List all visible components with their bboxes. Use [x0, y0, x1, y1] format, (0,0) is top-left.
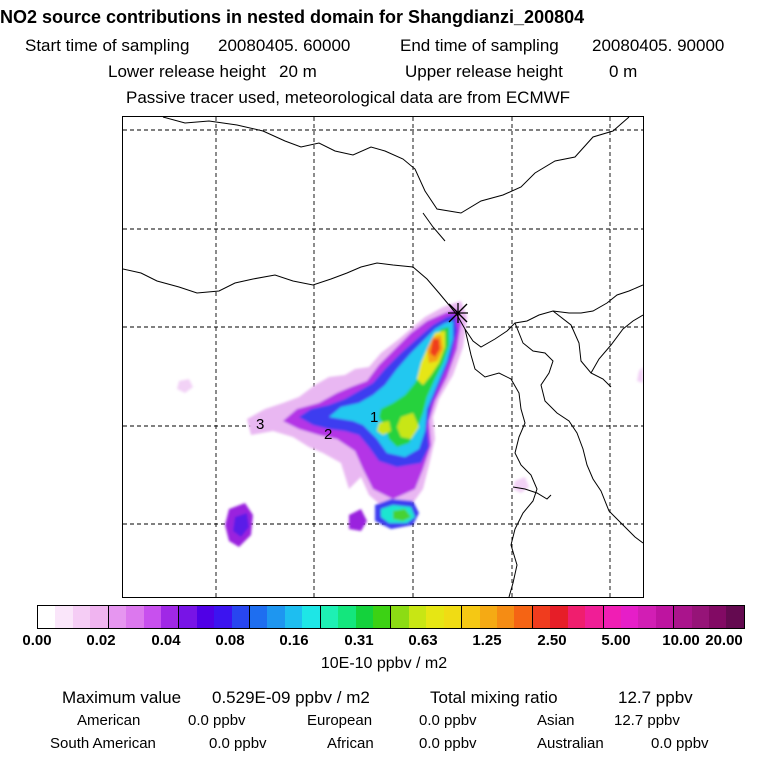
colorbar-segment [655, 606, 674, 628]
colorbar-segment [550, 606, 568, 628]
colorbar-segment [479, 606, 497, 628]
region-value: 0.0 ppbv [188, 712, 246, 729]
colorbar-tick: 0.02 [86, 632, 116, 649]
region-value: 12.7 ppbv [614, 712, 680, 729]
colorbar-segment [90, 606, 108, 628]
concentration-plume [177, 301, 643, 547]
region-name: Asian [537, 712, 575, 729]
colorbar-tick: 0.16 [279, 632, 309, 649]
map-gridlines [123, 117, 643, 597]
colorbar-tick: 0.08 [215, 632, 245, 649]
region-value: 0.0 ppbv [419, 735, 477, 752]
colorbar-tick: 1.25 [472, 632, 502, 649]
colorbar-tick: 2.50 [537, 632, 567, 649]
tracer-note: Passive tracer used, meteorological data… [126, 88, 571, 107]
start-time-label: Start time of sampling [25, 36, 190, 55]
colorbar-segment [72, 606, 91, 628]
colorbar-segment [638, 606, 656, 628]
figure-title: NO2 source contributions in nested domai… [0, 7, 585, 27]
colorbar-segment [55, 606, 73, 628]
colorbar-segment [319, 606, 339, 628]
colorbar-segment [514, 606, 532, 628]
colorbar-tick: 20.00 [705, 632, 743, 649]
region-value: 0.0 ppbv [651, 735, 709, 752]
colorbar-segment [178, 606, 197, 628]
colorbar-segment [461, 606, 480, 628]
start-time-value: 20080405. 60000 [218, 36, 351, 55]
colorbar-segment [196, 606, 215, 628]
lower-release-value: 20 m [279, 62, 317, 81]
colorbar-segment [585, 606, 603, 628]
source-label-2: 2 [324, 426, 332, 443]
colorbar-segment [107, 606, 127, 628]
colorbar-segment [496, 606, 515, 628]
colorbar-segment [231, 606, 250, 628]
total-mixing-label: Total mixing ratio [430, 688, 558, 707]
lower-release-label: Lower release height [108, 62, 266, 81]
total-mixing-value: 12.7 ppbv [618, 688, 693, 707]
colorbar-segment [284, 606, 303, 628]
max-value-label: Maximum value [62, 688, 182, 707]
colorbar-segment [355, 606, 374, 628]
colorbar-segment [267, 606, 285, 628]
region-name: European [307, 712, 373, 729]
region-name: African [327, 735, 374, 752]
end-time-label: End time of sampling [400, 36, 559, 55]
region-value: 0.0 ppbv [209, 735, 267, 752]
region-value: 0.0 ppbv [419, 712, 477, 729]
colorbar-segment [691, 606, 710, 628]
source-label-3: 3 [256, 416, 264, 433]
region-name: American [77, 712, 141, 729]
colorbar-segment [38, 606, 56, 628]
colorbar-tick: 0.31 [344, 632, 374, 649]
colorbar-tick: 10.00 [662, 632, 700, 649]
colorbar-tick: 0.63 [408, 632, 438, 649]
colorbar-segment [302, 606, 320, 628]
x-cross-marker [448, 303, 468, 323]
region-name: Australian [537, 735, 604, 752]
colorbar-segment [408, 606, 427, 628]
upper-release-label: Upper release height [405, 62, 563, 81]
colorbar-tick: 5.00 [601, 632, 631, 649]
colorbar-segment [126, 606, 144, 628]
colorbar-segment [426, 606, 444, 628]
end-time-value: 20080405. 90000 [592, 36, 725, 55]
source-label-1: 1 [370, 409, 378, 426]
colorbar-segment [338, 606, 356, 628]
colorbar-segment [531, 606, 551, 628]
coastline-borders [123, 117, 643, 597]
colorbar-segment [160, 606, 179, 628]
colorbar [37, 605, 745, 629]
colorbar-segment [249, 606, 268, 628]
max-value: 0.529E-09 ppbv / m2 [212, 688, 370, 707]
upper-release-value: 0 m [609, 62, 638, 81]
colorbar-segment [373, 606, 391, 628]
colorbar-segment [567, 606, 586, 628]
colorbar-tick: 0.04 [151, 632, 181, 649]
colorbar-segment [709, 606, 727, 628]
colorbar-segment [602, 606, 621, 628]
colorbar-segment [390, 606, 409, 628]
colorbar-tick: 0.00 [22, 632, 52, 649]
colorbar-segment [443, 606, 462, 628]
colorbar-segment [214, 606, 232, 628]
colorbar-units: 10E-10 ppbv / m2 [320, 655, 448, 672]
colorbar-segment [673, 606, 692, 628]
colorbar-segment [143, 606, 161, 628]
colorbar-segment [620, 606, 639, 628]
colorbar-segment [726, 606, 744, 628]
map-panel: 1 2 3 [122, 116, 644, 598]
region-name: South American [50, 735, 156, 752]
